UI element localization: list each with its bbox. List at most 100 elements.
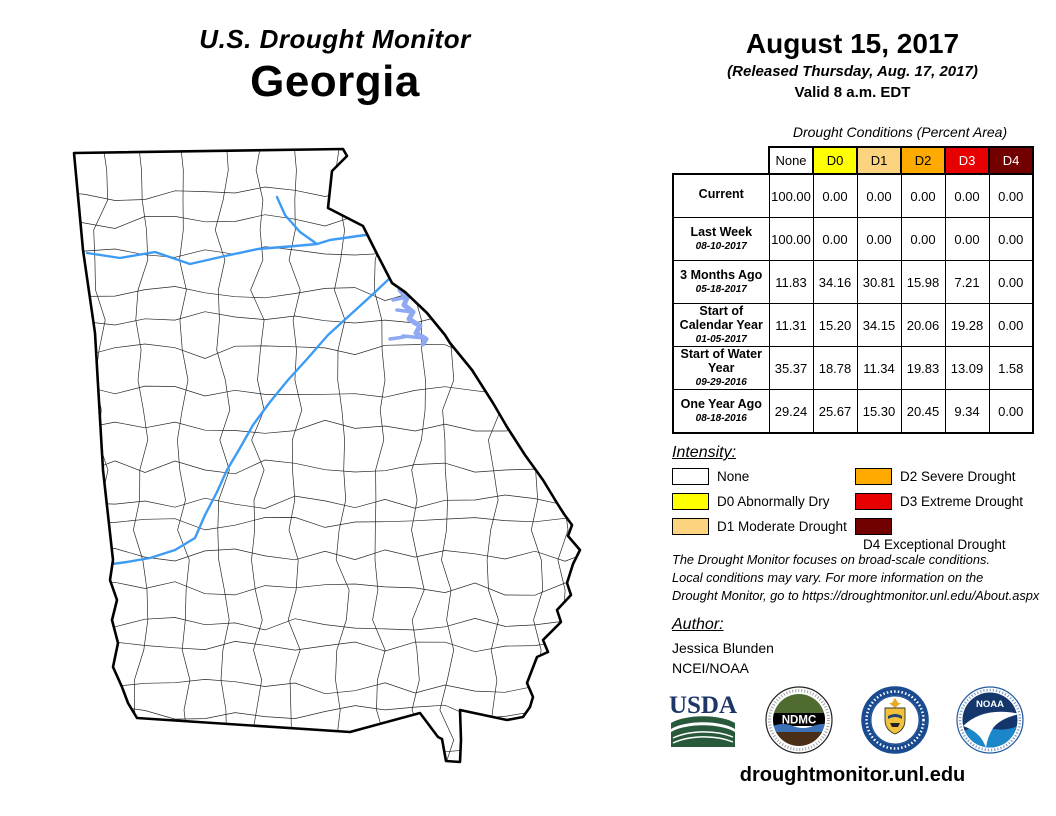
table-caption: Drought Conditions (Percent Area) xyxy=(792,124,1008,140)
cell-value: 34.16 xyxy=(812,260,858,304)
cell-value: 34.15 xyxy=(856,303,902,347)
legend-label: None xyxy=(717,469,750,485)
table-row: Last Week 08-10-2017 100.00 0.00 0.00 0.0… xyxy=(672,217,1034,261)
report-sidebar: August 15, 2017 (Released Thursday, Aug.… xyxy=(660,0,1056,816)
column-header-d1: D1 xyxy=(856,146,902,175)
disclaimer-line2: Local conditions may vary. For more info… xyxy=(672,570,984,586)
report-title-state: Georgia xyxy=(250,57,420,106)
cell-value: 11.83 xyxy=(768,260,814,304)
row-date: 09-29-2016 xyxy=(695,377,747,389)
georgia-map-svg xyxy=(72,147,582,764)
disclaimer-text: The Drought Monitor focuses on broad-sca… xyxy=(672,551,1056,605)
cell-value: 0.00 xyxy=(812,217,858,261)
legend-label: D4 Exceptional Drought xyxy=(863,537,1006,553)
cell-value: 19.83 xyxy=(900,346,946,390)
legend-swatch-d0 xyxy=(672,493,709,511)
disclaimer-line3: Drought Monitor, go to https://droughtmo… xyxy=(672,588,1040,604)
map-date: August 15, 2017 xyxy=(745,28,960,59)
cell-value: 100.00 xyxy=(768,217,814,261)
report-title: U.S. Drought Monitor Georgia xyxy=(100,24,570,107)
table-corner-cell xyxy=(673,147,769,174)
cell-value: 13.09 xyxy=(944,346,990,390)
cell-value: 20.45 xyxy=(900,389,946,434)
table-header-row: None D0 D1 D2 D3 D4 xyxy=(673,146,1034,175)
cell-value: 30.81 xyxy=(856,260,902,304)
cell-value: 7.21 xyxy=(944,260,990,304)
author-heading: Author: xyxy=(672,616,724,633)
column-header-d2: D2 xyxy=(900,146,946,175)
drought-conditions-table: None D0 D1 D2 D3 D4 Current 100.00 0.00 … xyxy=(672,146,1034,434)
cell-value: 0.00 xyxy=(988,303,1034,347)
usda-logo: USDA xyxy=(669,692,737,747)
cell-value: 25.67 xyxy=(812,389,858,434)
cell-value: 100.00 xyxy=(768,173,814,218)
row-label: Start of Calendar Year xyxy=(679,303,763,332)
state-outline xyxy=(72,147,582,764)
georgia-drought-map xyxy=(55,140,640,800)
river-chattahoochee-upper xyxy=(426,160,454,250)
cell-value: 0.00 xyxy=(944,217,990,261)
row-label: Start of Water Year xyxy=(680,346,763,375)
legend-swatch-none xyxy=(672,468,709,486)
date-block: August 15, 2017 (Released Thursday, Aug.… xyxy=(660,28,1045,101)
row-label: Last Week xyxy=(690,224,753,239)
ndmc-logo: NDMC xyxy=(765,686,833,754)
cell-value: 11.31 xyxy=(768,303,814,347)
cell-value: 9.34 xyxy=(944,389,990,434)
legend-swatch-d3 xyxy=(855,493,892,511)
usda-logo-text: USDA xyxy=(669,692,737,719)
row-label: One Year Ago xyxy=(680,396,762,411)
cell-value: 0.00 xyxy=(988,389,1034,434)
cell-value: 0.00 xyxy=(856,217,902,261)
author-org: NCEI/NOAA xyxy=(672,660,750,676)
row-date: 05-18-2017 xyxy=(695,284,747,296)
cell-value: 35.37 xyxy=(768,346,814,390)
row-date: 08-18-2016 xyxy=(695,413,747,425)
table-row: Start of Calendar Year 01-05-2017 11.31 1… xyxy=(672,303,1034,347)
noaa-logo-text: NOAA xyxy=(976,699,1004,710)
legend-swatch-d1 xyxy=(672,518,709,536)
legend-swatch-d2 xyxy=(855,468,892,486)
legend-swatch-d4 xyxy=(855,518,892,536)
author-name: Jessica Blunden xyxy=(672,640,774,656)
table-row: Current 100.00 0.00 0.00 0.00 0.00 0.00 xyxy=(672,173,1034,218)
cell-value: 0.00 xyxy=(900,173,946,218)
cell-value: 0.00 xyxy=(988,217,1034,261)
footer-url: droughtmonitor.unl.edu xyxy=(739,764,966,786)
cell-value: 0.00 xyxy=(988,260,1034,304)
cell-value: 20.06 xyxy=(900,303,946,347)
river-chattahoochee xyxy=(110,246,430,566)
cell-value: 0.00 xyxy=(944,173,990,218)
column-header-d4: D4 xyxy=(988,146,1034,175)
cell-value: 29.24 xyxy=(768,389,814,434)
legend-label: D2 Severe Drought xyxy=(900,469,1016,485)
cell-value: 0.00 xyxy=(856,173,902,218)
legend-item-d2: D2 Severe Drought xyxy=(855,468,1016,486)
cell-value: 18.78 xyxy=(812,346,858,390)
state-outline-fill xyxy=(74,149,580,762)
lake-hartwell xyxy=(388,287,429,347)
column-header-d3: D3 xyxy=(944,146,990,175)
legend-label: D1 Moderate Drought xyxy=(717,519,847,535)
ndmc-logo-text: NDMC xyxy=(782,715,817,727)
row-label: Current xyxy=(698,187,744,202)
cell-value: 15.30 xyxy=(856,389,902,434)
legend-label: D0 Abnormally Dry xyxy=(717,494,830,510)
disclaimer-line1: The Drought Monitor focuses on broad-sca… xyxy=(672,552,990,567)
cell-value: 0.00 xyxy=(900,217,946,261)
cell-value: 0.00 xyxy=(988,173,1034,218)
report-title-line1: U.S. Drought Monitor xyxy=(199,24,471,54)
row-date: 08-10-2017 xyxy=(695,241,747,253)
cell-value: 1.58 xyxy=(988,346,1034,390)
legend-item-d1: D1 Moderate Drought xyxy=(672,518,847,536)
legend-item-d4: D4 Exceptional Drought xyxy=(855,518,1042,552)
legend-item-d3: D3 Extreme Drought xyxy=(855,493,1023,511)
cell-value: 15.98 xyxy=(900,260,946,304)
cell-value: 19.28 xyxy=(944,303,990,347)
cell-value: 0.00 xyxy=(812,173,858,218)
agency-logos: USDA NDMC xyxy=(668,686,1024,754)
intensity-heading: Intensity: xyxy=(672,444,737,461)
valid-time: Valid 8 a.m. EDT xyxy=(794,84,911,101)
legend-item-none: None xyxy=(672,468,749,486)
